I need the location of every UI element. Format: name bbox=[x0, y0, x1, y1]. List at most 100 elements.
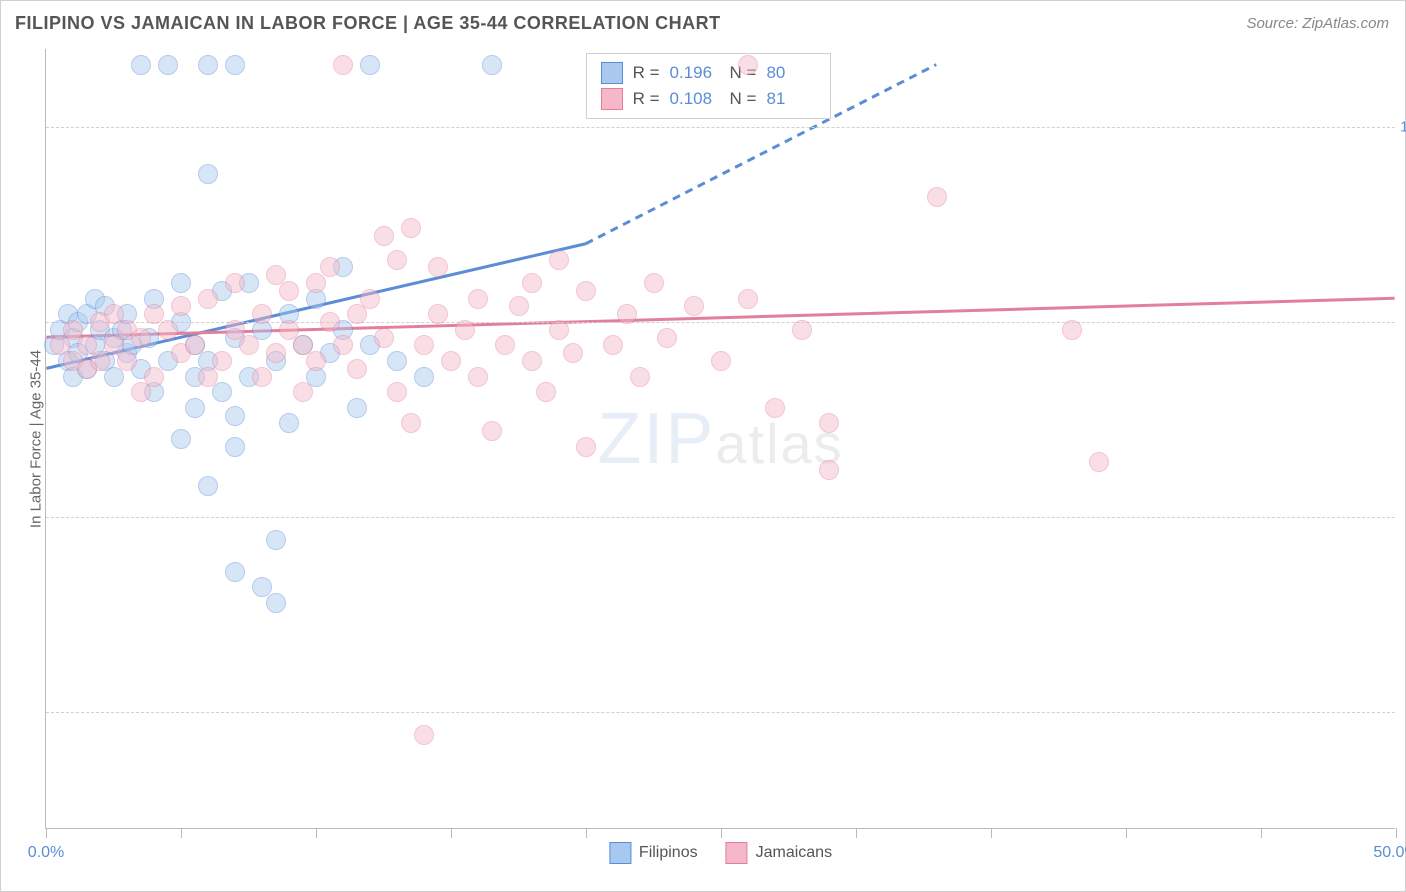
scatter-point bbox=[603, 335, 623, 355]
x-tick bbox=[181, 828, 182, 838]
scatter-point bbox=[266, 593, 286, 613]
scatter-point bbox=[117, 351, 137, 371]
x-tick bbox=[1396, 828, 1397, 838]
x-tick-label: 50.0% bbox=[1373, 844, 1406, 862]
scatter-point bbox=[468, 367, 488, 387]
watermark-part1: ZIP bbox=[597, 398, 715, 480]
scatter-point bbox=[401, 413, 421, 433]
scatter-point bbox=[225, 273, 245, 293]
scatter-point bbox=[738, 289, 758, 309]
xlegend-swatch bbox=[609, 842, 631, 864]
xlegend-item: Filipinos bbox=[609, 842, 698, 864]
x-tick bbox=[991, 828, 992, 838]
scatter-point bbox=[414, 725, 434, 745]
scatter-point bbox=[1089, 452, 1109, 472]
scatter-point bbox=[468, 289, 488, 309]
scatter-point bbox=[387, 382, 407, 402]
scatter-point bbox=[293, 382, 313, 402]
scatter-point bbox=[333, 335, 353, 355]
scatter-point bbox=[630, 367, 650, 387]
scatter-point bbox=[576, 437, 596, 457]
y-axis-label: In Labor Force | Age 35-44 bbox=[28, 349, 45, 527]
scatter-point bbox=[320, 257, 340, 277]
scatter-point bbox=[428, 257, 448, 277]
scatter-point bbox=[347, 359, 367, 379]
legend-r-value: 0.108 bbox=[670, 89, 720, 109]
gridline-h bbox=[46, 127, 1395, 128]
scatter-point bbox=[212, 351, 232, 371]
scatter-point bbox=[482, 421, 502, 441]
scatter-point bbox=[333, 55, 353, 75]
scatter-point bbox=[441, 351, 461, 371]
scatter-point bbox=[252, 304, 272, 324]
x-tick bbox=[46, 828, 47, 838]
scatter-point bbox=[185, 398, 205, 418]
scatter-point bbox=[711, 351, 731, 371]
gridline-h bbox=[46, 322, 1395, 323]
scatter-point bbox=[158, 320, 178, 340]
scatter-point bbox=[171, 273, 191, 293]
scatter-point bbox=[428, 304, 448, 324]
scatter-point bbox=[198, 55, 218, 75]
gridline-h bbox=[46, 712, 1395, 713]
scatter-point bbox=[306, 273, 326, 293]
xlegend-label: Filipinos bbox=[639, 844, 698, 862]
scatter-point bbox=[738, 55, 758, 75]
scatter-point bbox=[225, 562, 245, 582]
scatter-point bbox=[306, 351, 326, 371]
scatter-point bbox=[158, 55, 178, 75]
scatter-point bbox=[360, 55, 380, 75]
scatter-point bbox=[414, 367, 434, 387]
scatter-point bbox=[225, 437, 245, 457]
scatter-point bbox=[644, 273, 664, 293]
scatter-point bbox=[522, 351, 542, 371]
scatter-point bbox=[684, 296, 704, 316]
scatter-point bbox=[131, 382, 151, 402]
scatter-point bbox=[131, 328, 151, 348]
scatter-point bbox=[252, 367, 272, 387]
legend-row: R =0.196N =80 bbox=[601, 60, 817, 86]
x-tick bbox=[1126, 828, 1127, 838]
legend-row: R = 0.108 N = 81 bbox=[601, 86, 817, 112]
scatter-point bbox=[1062, 320, 1082, 340]
scatter-point bbox=[549, 320, 569, 340]
scatter-point bbox=[792, 320, 812, 340]
x-tick bbox=[451, 828, 452, 838]
scatter-point bbox=[509, 296, 529, 316]
scatter-point bbox=[212, 382, 232, 402]
scatter-point bbox=[131, 55, 151, 75]
x-tick bbox=[856, 828, 857, 838]
scatter-point bbox=[171, 296, 191, 316]
scatter-point bbox=[455, 320, 475, 340]
legend-swatch bbox=[601, 88, 623, 110]
scatter-point bbox=[198, 367, 218, 387]
scatter-point bbox=[225, 406, 245, 426]
x-tick bbox=[586, 828, 587, 838]
scatter-point bbox=[657, 328, 677, 348]
y-tick-label: 100.0% bbox=[1400, 119, 1406, 136]
x-tick bbox=[1261, 828, 1262, 838]
plot-area: In Labor Force | Age 35-44 ZIPatlas R =0… bbox=[45, 49, 1395, 829]
scatter-point bbox=[576, 281, 596, 301]
x-axis-legend: Filipinos Jamaicans bbox=[609, 842, 832, 864]
scatter-point bbox=[765, 398, 785, 418]
scatter-point bbox=[536, 382, 556, 402]
scatter-point bbox=[387, 351, 407, 371]
scatter-point bbox=[522, 273, 542, 293]
scatter-point bbox=[482, 55, 502, 75]
xlegend-label: Jamaicans bbox=[756, 844, 832, 862]
scatter-point bbox=[198, 289, 218, 309]
scatter-point bbox=[374, 328, 394, 348]
legend-n-value: 80 bbox=[766, 63, 816, 83]
scatter-point bbox=[819, 460, 839, 480]
scatter-point bbox=[320, 312, 340, 332]
scatter-point bbox=[617, 304, 637, 324]
legend-r-label: R = bbox=[633, 89, 660, 109]
scatter-point bbox=[239, 335, 259, 355]
scatter-point bbox=[171, 429, 191, 449]
legend-n-value: 81 bbox=[766, 89, 816, 109]
xlegend-item: Jamaicans bbox=[726, 842, 832, 864]
scatter-point bbox=[927, 187, 947, 207]
chart-title: FILIPINO VS JAMAICAN IN LABOR FORCE | AG… bbox=[15, 13, 721, 34]
legend-n-label: N = bbox=[730, 89, 757, 109]
